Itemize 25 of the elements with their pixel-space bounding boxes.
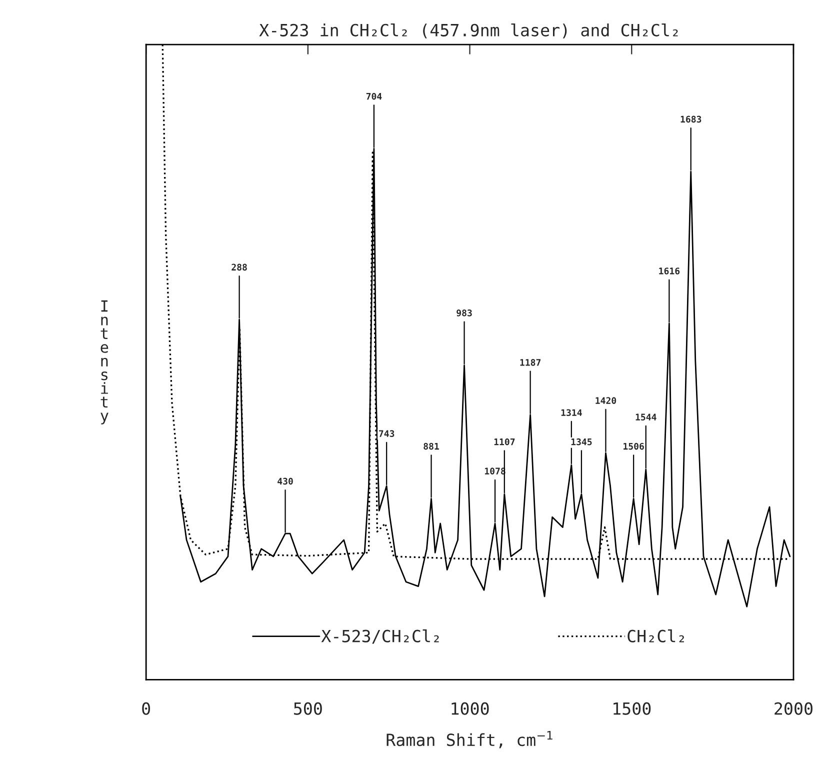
x-tick-label: 2000 <box>774 702 812 715</box>
x-tick-label: 0 <box>142 702 150 715</box>
annotation: 1683 <box>680 116 702 123</box>
annotation: 1345 <box>571 438 592 446</box>
x-tick-label: 1000 <box>452 702 489 715</box>
legend-label: CH₂Cl₂ <box>628 629 684 642</box>
annotation: 1314 <box>561 409 582 416</box>
annotation: 704 <box>366 92 382 100</box>
text: Intensity <box>100 300 108 424</box>
annotation: 1107 <box>494 438 515 446</box>
annotation: 881 <box>424 442 439 450</box>
annotation: 983 <box>456 309 472 316</box>
annotation: 1187 <box>520 359 541 366</box>
chart-title: X-523 in CH₂Cl₂ (457.9nm laser) and CH₂Cl₂ <box>259 23 678 38</box>
annotation: 743 <box>379 430 394 437</box>
x-axis-title: Raman Shift, cm$^{−1}$ <box>386 731 552 748</box>
annotation: 1544 <box>636 414 656 420</box>
x-tick-label: 500 <box>294 702 322 715</box>
x-tick-label: 1500 <box>614 702 651 715</box>
annotation: 1616 <box>659 268 680 274</box>
annotation: 1506 <box>624 442 644 450</box>
legend-label: X-523/CH₂Cl₂ <box>321 629 439 644</box>
annotation: 1420 <box>596 397 616 404</box>
annotation: 288 <box>232 264 247 271</box>
annotation: 430 <box>278 478 293 485</box>
